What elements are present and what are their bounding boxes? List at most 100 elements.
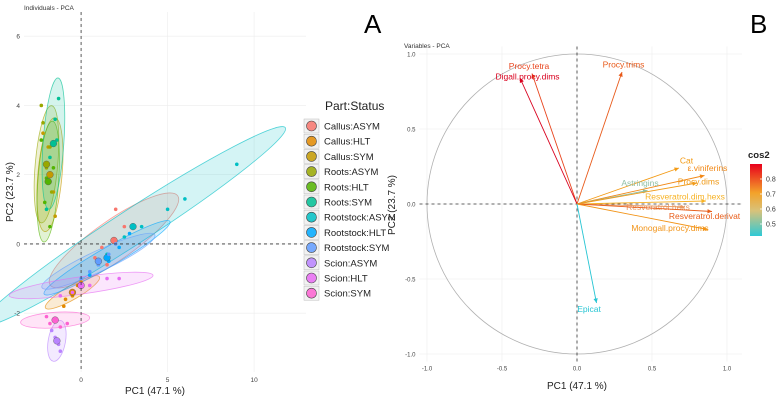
group-centroid	[94, 257, 102, 265]
group-centroid	[46, 171, 54, 179]
y-tick-label: -0.5	[405, 278, 416, 284]
legend-swatch	[306, 227, 317, 238]
data-point	[44, 314, 49, 319]
legend-swatch	[306, 196, 317, 208]
panelA-ellipses	[0, 77, 287, 362]
legend-label: Rootstock:ASYM	[324, 213, 396, 224]
data-point	[49, 328, 54, 333]
variable-arrow	[576, 71, 623, 205]
colorbar-tick-label: 0.7	[766, 192, 776, 199]
legend-label: Callus:ASYM	[324, 122, 380, 133]
panelA-ticks: 0 5 10 6 4 2 0 -2	[14, 34, 258, 384]
group-centroid	[49, 139, 58, 148]
panelA-title: Individuals - PCA	[24, 5, 75, 12]
panelA-legend-title: Part:Status	[325, 99, 384, 113]
legend-label: Scion:SYM	[324, 289, 371, 300]
legend-swatch	[306, 287, 317, 299]
data-point	[48, 224, 52, 229]
data-point	[139, 224, 144, 229]
variable-label: Resveratrol.derivat	[669, 211, 741, 221]
data-point	[113, 207, 118, 212]
variable-arrowhead	[618, 72, 623, 77]
variable-arrow	[576, 203, 597, 304]
x-tick-label: 0.0	[573, 367, 582, 373]
data-point	[117, 245, 121, 250]
data-point	[58, 349, 63, 354]
panelB-letter: B	[750, 9, 767, 39]
data-point	[122, 224, 127, 229]
legend-swatch	[306, 135, 317, 147]
variable-label: Astringins	[621, 178, 658, 188]
data-point	[117, 276, 121, 281]
variable-arrow	[576, 203, 713, 212]
variable-label: Resveratrol.hexs	[626, 202, 690, 212]
data-point	[42, 200, 47, 205]
panelB-ylabel: PC2 (23.7 %)	[387, 175, 398, 235]
cos2-colorbar	[750, 164, 762, 236]
variable-arrowhead	[701, 198, 706, 204]
data-point	[127, 231, 132, 236]
data-point	[87, 273, 92, 277]
data-point	[44, 207, 49, 212]
y-tick-label: 0.0	[407, 203, 416, 209]
legend-swatch	[306, 211, 317, 223]
data-point	[100, 245, 104, 250]
x-tick-label: 0.5	[648, 367, 657, 373]
y-tick-label: -1.0	[405, 353, 416, 359]
data-point	[106, 252, 111, 257]
group-centroid	[129, 223, 137, 231]
legend-label: Roots:ASYM	[324, 167, 378, 178]
data-point	[58, 325, 63, 329]
variable-arrowhead	[674, 167, 679, 172]
variable-arrow	[576, 182, 698, 205]
variable-arrow	[576, 167, 680, 205]
variable-arrowhead	[699, 174, 705, 179]
legend-swatch	[306, 151, 317, 162]
data-point	[49, 190, 54, 194]
colorbar-tick-label: 0.6	[766, 207, 776, 214]
variable-arrowhead	[519, 78, 524, 83]
legend-swatch	[306, 181, 317, 193]
data-point	[65, 321, 70, 326]
colorbar-tick-label: 0.5	[766, 222, 776, 229]
y-tick-label: 2	[16, 172, 20, 179]
x-tick-label: 1.0	[723, 367, 732, 373]
variable-label: Epicat	[577, 304, 601, 314]
x-tick-label: 10	[250, 377, 258, 384]
legend-swatch	[306, 242, 317, 253]
legend-label: Scion:ASYM	[324, 258, 377, 269]
panelA-points	[39, 96, 239, 354]
panelA-legend: Callus:ASYM Callus:HLT Callus:SYM Roots:ASY…	[303, 118, 396, 301]
y-tick-label: 0	[16, 241, 20, 248]
y-tick-label: 6	[16, 34, 20, 41]
legend-swatch	[306, 257, 317, 269]
legend-label: Rootstock:HLT	[324, 228, 386, 239]
data-point	[105, 262, 109, 267]
legend-swatch	[306, 272, 317, 284]
legend-label: Callus:SYM	[324, 152, 374, 163]
data-point	[63, 297, 68, 302]
variable-arrowhead	[692, 181, 697, 186]
y-tick-label: 1.0	[407, 53, 416, 59]
legend-label: Rootstock:SYM	[324, 243, 390, 254]
data-point	[41, 131, 45, 135]
group-centroid	[51, 316, 59, 324]
data-point	[70, 290, 75, 295]
y-tick-label: 4	[16, 103, 20, 110]
data-point	[183, 197, 187, 201]
data-point	[48, 155, 52, 160]
x-tick-label: -0.5	[497, 367, 508, 373]
legend-label: Scion:HLT	[324, 274, 368, 285]
y-tick-label: -2	[14, 311, 20, 318]
panelB-legend-title: cos2	[748, 150, 770, 161]
group-centroid	[53, 337, 61, 345]
legend-label: Roots:HLT	[324, 182, 369, 193]
variable-arrow	[531, 73, 578, 205]
group-centroid	[42, 160, 51, 168]
variable-arrow	[576, 175, 705, 205]
data-point	[122, 235, 127, 239]
variable-arrow	[519, 77, 578, 205]
panelA-xlabel: PC1 (47.1 %)	[125, 386, 185, 397]
panelB-ticks: -1.0 -0.5 0.0 0.5 1.0 1.0 0.5 0.0 -0.5 -1.0	[405, 53, 732, 373]
